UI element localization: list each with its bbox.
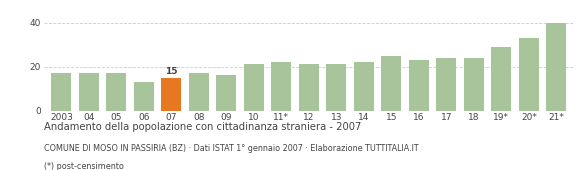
Bar [354, 62, 374, 110]
Text: 15: 15 [165, 67, 177, 76]
Bar [464, 58, 484, 110]
Bar [216, 75, 236, 110]
Bar [382, 56, 401, 110]
Bar [271, 62, 291, 110]
Bar [491, 47, 511, 110]
Text: COMUNE DI MOSO IN PASSIRIA (BZ) · Dati ISTAT 1° gennaio 2007 · Elaborazione TUTT: COMUNE DI MOSO IN PASSIRIA (BZ) · Dati I… [44, 144, 418, 153]
Bar [519, 38, 539, 111]
Text: Andamento della popolazione con cittadinanza straniera - 2007: Andamento della popolazione con cittadin… [44, 122, 361, 132]
Bar [436, 58, 456, 110]
Bar [52, 73, 71, 110]
Bar [107, 73, 126, 110]
Bar [299, 64, 319, 110]
Bar [409, 60, 429, 110]
Bar [189, 73, 209, 110]
Bar [134, 82, 154, 110]
Bar [79, 73, 99, 110]
Bar [161, 78, 182, 110]
Bar [244, 64, 264, 110]
Bar [327, 64, 346, 110]
Text: (*) post-censimento: (*) post-censimento [44, 162, 124, 170]
Bar [546, 23, 566, 110]
